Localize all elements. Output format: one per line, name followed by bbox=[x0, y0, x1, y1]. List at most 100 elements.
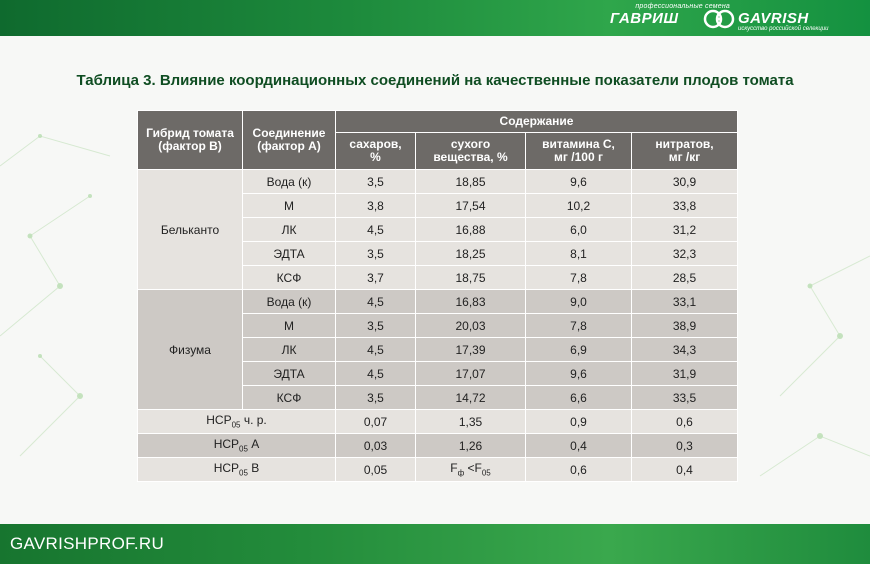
nsr-label: НСР bbox=[213, 461, 240, 476]
value-cell: 17,39 bbox=[415, 337, 526, 362]
value-cell: 20,03 bbox=[415, 313, 526, 338]
nsr-label-cell: НСР05 ч. р. bbox=[137, 409, 336, 434]
gavrish-logo[interactable]: профессиональные семена ГАВРИШ GAVRISH и… bbox=[610, 3, 850, 33]
header-dry-line1: сухого bbox=[450, 137, 491, 151]
value-cell: 0,4 bbox=[525, 433, 632, 458]
header-hybrid: Гибрид томата (фактор В) bbox=[137, 110, 243, 170]
header-content-group: Содержание bbox=[335, 110, 738, 133]
value-cell: 6,9 bbox=[525, 337, 632, 362]
value-cell: 4,5 bbox=[335, 337, 416, 362]
value-cell: 34,3 bbox=[631, 337, 738, 362]
footer-banner: GAVRISHPROF.RU bbox=[0, 524, 870, 564]
nsr-suffix: А bbox=[247, 437, 260, 452]
value-cell: 0,4 bbox=[631, 457, 738, 482]
header-dry-line2: вещества, % bbox=[433, 150, 508, 164]
compound-cell: ЭДТА bbox=[242, 361, 336, 386]
header-sugar: сахаров,% bbox=[335, 132, 416, 170]
compound-cell: Вода (к) bbox=[242, 169, 336, 194]
value-cell: 6,0 bbox=[525, 217, 632, 242]
logo-subtitle: искусство российской селекции bbox=[738, 26, 829, 32]
table-row: Бельканто Вода (к) 3,5 18,85 9,6 30,9 bbox=[137, 169, 738, 290]
value-cell: 33,1 bbox=[631, 289, 738, 314]
nsr-sub: 05 bbox=[231, 420, 241, 430]
header-nitr-line2: мг /кг bbox=[668, 150, 701, 164]
value-cell: 33,8 bbox=[631, 193, 738, 218]
logo-tagline: профессиональные семена bbox=[635, 3, 730, 10]
value-cell: 4,5 bbox=[335, 217, 416, 242]
hybrid-cell-fizuma: Физума bbox=[137, 289, 243, 410]
value-cell: 9,6 bbox=[525, 361, 632, 386]
value-cell: 6,6 bbox=[525, 385, 632, 410]
table-row: ЛК 4,5 17,39 6,9 34,3 bbox=[138, 337, 738, 362]
value-cell: 3,7 bbox=[335, 265, 416, 290]
value-cell: 0,9 bbox=[525, 409, 632, 434]
header-nitrates: нитратов, мг /кг bbox=[631, 132, 738, 170]
value-cell: 3,5 bbox=[335, 385, 416, 410]
value-cell: 16,88 bbox=[415, 217, 526, 242]
site-link[interactable]: GAVRISHPROF.RU bbox=[10, 534, 165, 553]
value-cell: 3,5 bbox=[335, 169, 416, 194]
top-banner: профессиональные семена ГАВРИШ GAVRISH и… bbox=[0, 0, 870, 36]
nsr-suffix: В bbox=[247, 461, 260, 476]
compound-cell: КСФ bbox=[242, 385, 336, 410]
value-cell: 17,07 bbox=[415, 361, 526, 386]
quality-table: Гибрид томата (фактор В) Соединение (фак… bbox=[137, 110, 738, 482]
table-row: ЭДТА 3,5 18,25 8,1 32,3 bbox=[138, 241, 738, 266]
value-cell: 4,5 bbox=[335, 289, 416, 314]
value-cell: 0,07 bbox=[335, 409, 416, 434]
value-cell: 0,05 bbox=[335, 457, 416, 482]
header-vitc-line1: витамина С, bbox=[542, 137, 615, 151]
value-cell: 33,5 bbox=[631, 385, 738, 410]
value-cell: 28,5 bbox=[631, 265, 738, 290]
nsr-label-cell: НСР05 В bbox=[137, 457, 336, 482]
compound-cell: Вода (к) bbox=[242, 289, 336, 314]
value-cell: 3,5 bbox=[335, 313, 416, 338]
value-cell: 14,72 bbox=[415, 385, 526, 410]
header-hybrid-line2: (фактор В) bbox=[158, 139, 222, 153]
value-cell: 3,8 bbox=[335, 193, 416, 218]
value-cell: 10,2 bbox=[525, 193, 632, 218]
table-row: ЛК 4,5 16,88 6,0 31,2 bbox=[138, 217, 738, 242]
value-cell: 18,85 bbox=[415, 169, 526, 194]
gavrish-emblem-icon bbox=[703, 9, 735, 29]
table-row: М 3,8 17,54 10,2 33,8 bbox=[138, 193, 738, 218]
compound-cell: М bbox=[242, 313, 336, 338]
nsr-row: НСР05 А 0,03 1,26 0,4 0,3 bbox=[137, 433, 738, 458]
header-sugar-line2: % bbox=[370, 150, 381, 164]
ff-sub05: 05 bbox=[481, 468, 491, 478]
ff-lt: <F bbox=[464, 461, 482, 476]
table-title: Таблица 3. Влияние координационных соеди… bbox=[76, 72, 794, 89]
nsr-sub: 05 bbox=[239, 444, 248, 454]
compound-cell: КСФ bbox=[242, 265, 336, 290]
nsr-label: НСР bbox=[206, 413, 232, 428]
value-cell: 7,8 bbox=[525, 313, 632, 338]
value-cell: 18,25 bbox=[415, 241, 526, 266]
value-cell: 1,26 bbox=[415, 433, 526, 458]
value-cell: 17,54 bbox=[415, 193, 526, 218]
value-cell: 32,3 bbox=[631, 241, 738, 266]
table-row: КСФ 3,5 14,72 6,6 33,5 bbox=[138, 385, 738, 410]
nsr-label: НСР bbox=[213, 437, 240, 452]
header-sugar-line1: сахаров, bbox=[349, 137, 402, 151]
compound-cell: М bbox=[242, 193, 336, 218]
value-cell: 38,9 bbox=[631, 313, 738, 338]
ff-fsub: ф bbox=[457, 468, 465, 478]
value-cell: 31,2 bbox=[631, 217, 738, 242]
header-compound-line2: (фактор А) bbox=[257, 139, 321, 153]
header-vitc-line2: мг /100 г bbox=[554, 150, 603, 164]
header-compound-line1: Соединение bbox=[252, 126, 326, 140]
nsr-label-cell: НСР05 А bbox=[137, 433, 336, 458]
logo-brand-en: GAVRISH bbox=[738, 10, 809, 27]
value-cell: 1,35 bbox=[415, 409, 526, 434]
compound-cell: ЭДТА bbox=[242, 241, 336, 266]
value-cell: 7,8 bbox=[525, 265, 632, 290]
header-compound: Соединение (фактор А) bbox=[242, 110, 336, 170]
value-cell: 0,6 bbox=[631, 409, 738, 434]
value-cell: 18,75 bbox=[415, 265, 526, 290]
header-dry-matter: сухого вещества, % bbox=[415, 132, 526, 170]
value-cell: 8,1 bbox=[525, 241, 632, 266]
value-cell: 9,6 bbox=[525, 169, 632, 194]
table-row: ЭДТА 4,5 17,07 9,6 31,9 bbox=[138, 361, 738, 386]
value-cell: 0,03 bbox=[335, 433, 416, 458]
value-cell: 9,0 bbox=[525, 289, 632, 314]
